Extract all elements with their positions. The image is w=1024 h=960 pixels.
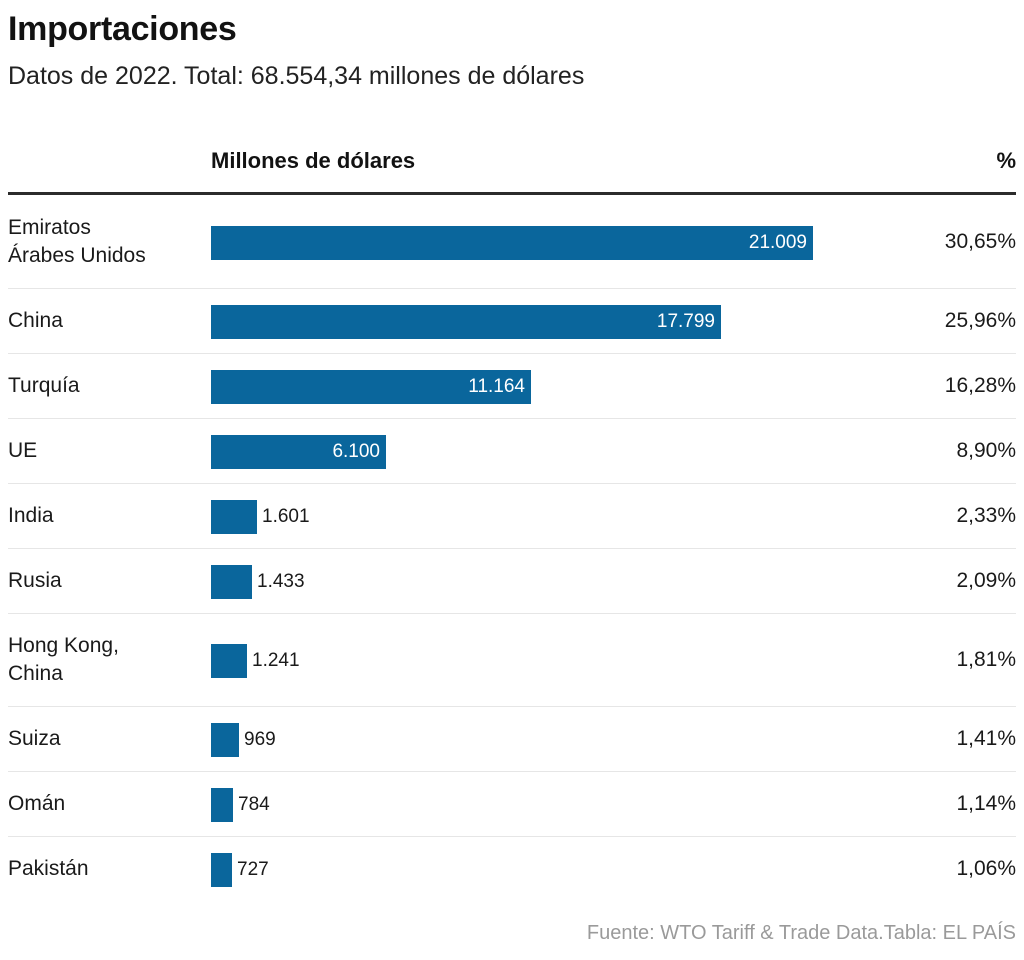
bar-value-label: 1.601 <box>262 506 310 527</box>
category-label-line: Árabes Unidos <box>8 244 146 267</box>
bar-value-label: 17.799 <box>656 311 715 332</box>
bar <box>211 500 257 534</box>
category-label-line: Suiza <box>8 727 61 750</box>
percent-label: 8,90% <box>956 439 1016 462</box>
category-label: UE <box>8 437 198 465</box>
bar-value-label: 784 <box>238 794 270 815</box>
percent-label: 1,81% <box>956 648 1016 671</box>
chart-subtitle: Datos de 2022. Total: 68.554,34 millones… <box>8 62 585 90</box>
bar-value-label: 21.009 <box>748 232 807 253</box>
category-label-line: India <box>8 504 54 527</box>
category-label-line: China <box>8 309 63 332</box>
bar <box>211 565 252 599</box>
category-label-line: Turquía <box>8 374 80 397</box>
bar-row: China 17.799 25,96% <box>8 289 1016 354</box>
bar <box>211 370 531 404</box>
percent-label: 25,96% <box>944 309 1016 332</box>
category-label-line: China <box>8 662 63 685</box>
category-label: Emiratos Árabes Unidos <box>8 214 198 270</box>
category-label: Rusia <box>8 567 198 595</box>
bar-value-label: 1.241 <box>252 650 300 671</box>
bar-row: Turquía 11.164 16,28% <box>8 354 1016 419</box>
bar-value-label: 727 <box>237 859 269 880</box>
bar-row: India 1.601 2,33% <box>8 484 1016 549</box>
source-note: Fuente: WTO Tariff & Trade Data.Tabla: E… <box>586 922 1016 944</box>
percent-label: 2,33% <box>956 504 1016 527</box>
bar-chart-rows: Emiratos Árabes Unidos 21.009 30,65% China 17… <box>8 196 1016 901</box>
category-label-line: Hong Kong, <box>8 634 119 657</box>
category-label: Suiza <box>8 725 198 753</box>
percent-label: 2,09% <box>956 569 1016 592</box>
bar <box>211 305 721 339</box>
bar-row: Hong Kong, China 1.241 1,81% <box>8 614 1016 707</box>
percent-label: 1,14% <box>956 792 1016 815</box>
percent-label: 1,41% <box>956 727 1016 750</box>
category-label-line: Rusia <box>8 569 62 592</box>
percent-label: 1,06% <box>956 857 1016 880</box>
bar-value-label: 6.100 <box>332 441 380 462</box>
category-label: Omán <box>8 790 198 818</box>
bar-value-label: 1.433 <box>257 571 305 592</box>
bar <box>211 435 386 469</box>
value-column-header: Millones de dólares <box>211 148 416 173</box>
percent-column-header: % <box>996 148 1016 173</box>
percent-label: 30,65% <box>944 230 1016 253</box>
category-label: Turquía <box>8 372 198 400</box>
bar-row: Rusia 1.433 2,09% <box>8 549 1016 614</box>
header-divider <box>8 192 1016 195</box>
bar-row: Omán 784 1,14% <box>8 772 1016 837</box>
bar <box>211 853 232 887</box>
bar-row: Pakistán 727 1,06% <box>8 837 1016 901</box>
category-label-line: Emiratos <box>8 216 91 239</box>
category-label-line: UE <box>8 439 38 462</box>
bar <box>211 788 233 822</box>
bar-value-label: 969 <box>244 729 276 750</box>
bar <box>211 644 247 678</box>
percent-label: 16,28% <box>944 374 1016 397</box>
bar <box>211 226 813 260</box>
bar-row: UE 6.100 8,90% <box>8 419 1016 484</box>
bar-value-label: 11.164 <box>468 376 525 397</box>
bar <box>211 723 239 757</box>
bar-row: Suiza 969 1,41% <box>8 707 1016 772</box>
category-label: Pakistán <box>8 855 198 883</box>
category-label: Hong Kong, China <box>8 632 198 688</box>
bar-row: Emiratos Árabes Unidos 21.009 30,65% <box>8 196 1016 289</box>
chart-title: Importaciones <box>8 10 237 48</box>
category-label: China <box>8 307 198 335</box>
category-label-line: Pakistán <box>8 857 89 880</box>
category-label: India <box>8 502 198 530</box>
category-label-line: Omán <box>8 792 66 815</box>
